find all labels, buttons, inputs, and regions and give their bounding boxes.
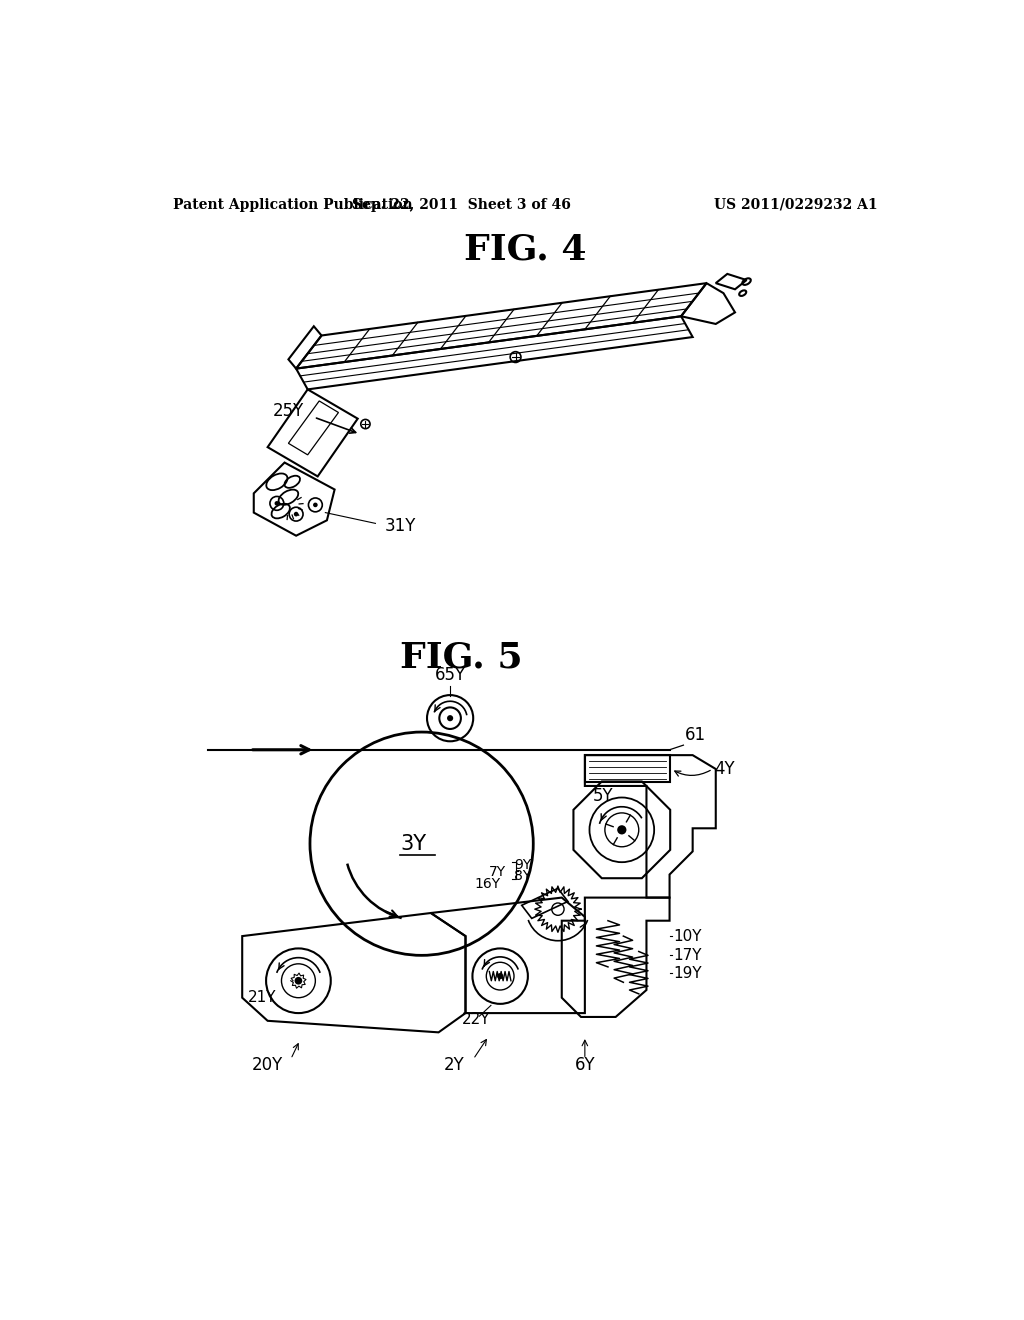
Text: 3Y: 3Y bbox=[400, 834, 427, 854]
Circle shape bbox=[274, 502, 280, 506]
Circle shape bbox=[497, 973, 503, 979]
Text: 16Y: 16Y bbox=[474, 876, 500, 891]
Text: FIG. 5: FIG. 5 bbox=[400, 640, 523, 675]
Text: 65Y: 65Y bbox=[434, 667, 466, 684]
Circle shape bbox=[617, 825, 627, 834]
Text: 21Y: 21Y bbox=[249, 990, 276, 1006]
Text: 25Y: 25Y bbox=[272, 403, 304, 420]
Text: 4Y: 4Y bbox=[714, 760, 735, 777]
Text: 31Y: 31Y bbox=[385, 517, 416, 536]
Text: 61: 61 bbox=[685, 726, 707, 743]
Text: FIG. 4: FIG. 4 bbox=[464, 232, 586, 267]
Text: 6Y: 6Y bbox=[574, 1056, 595, 1074]
Text: 9Y: 9Y bbox=[514, 858, 531, 873]
Text: 10Y: 10Y bbox=[674, 928, 701, 944]
Text: 20Y: 20Y bbox=[252, 1056, 284, 1074]
Circle shape bbox=[313, 503, 317, 507]
Circle shape bbox=[294, 512, 298, 516]
Circle shape bbox=[295, 977, 302, 985]
Text: 22Y: 22Y bbox=[462, 1011, 490, 1027]
Circle shape bbox=[447, 715, 454, 721]
Text: 7Y: 7Y bbox=[488, 865, 506, 879]
Text: 2Y: 2Y bbox=[443, 1056, 464, 1074]
Text: 19Y: 19Y bbox=[674, 965, 702, 981]
Text: Patent Application Publication: Patent Application Publication bbox=[173, 198, 413, 211]
Text: 17Y: 17Y bbox=[674, 948, 701, 962]
Text: 8Y: 8Y bbox=[514, 869, 531, 883]
Text: 5Y: 5Y bbox=[593, 787, 613, 805]
Text: Sep. 22, 2011  Sheet 3 of 46: Sep. 22, 2011 Sheet 3 of 46 bbox=[352, 198, 571, 211]
Text: US 2011/0229232 A1: US 2011/0229232 A1 bbox=[714, 198, 878, 211]
